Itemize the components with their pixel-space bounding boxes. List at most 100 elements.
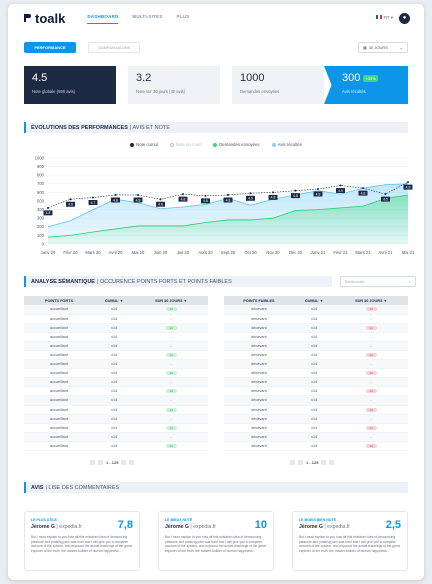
logo[interactable]: toalk (22, 11, 65, 26)
table-row: décevant x14 - (224, 414, 408, 424)
column-header[interactable]: SUR 30 JOURS ▼ (334, 296, 408, 305)
note-label-box (178, 196, 188, 202)
column-header[interactable]: CUMUL ▼ (293, 296, 335, 305)
comparaisons-button[interactable]: COMPARAISONS (88, 42, 140, 53)
table-row: accueillant x14 - (24, 432, 208, 442)
prev-page-icon[interactable] (290, 460, 295, 465)
review-source: | expedia.fr (56, 524, 82, 530)
next-icon[interactable] (321, 460, 327, 465)
kpi-value: 300 (342, 72, 361, 84)
trend-cell: x4 (134, 350, 208, 361)
legend-avis[interactable]: Avis récoltés (271, 142, 302, 147)
language-selector[interactable]: FR ▾ (376, 15, 393, 21)
note-point (362, 187, 364, 190)
prev-page-icon[interactable] (90, 460, 95, 465)
prev-icon[interactable] (98, 460, 103, 465)
x-tick-label: Janv 21 (311, 250, 326, 255)
count-cell: x14 (93, 441, 135, 452)
prev-icon[interactable] (298, 460, 303, 465)
review-card[interactable]: LE MIEUX NOTÉ Jérome G | expedia.fr 10 B… (158, 511, 274, 571)
trend-badge: x4 (165, 353, 177, 358)
count-cell: x14 (293, 395, 335, 406)
search-input[interactable]: Recherche ⌕ (340, 276, 416, 287)
nav-multi-sites[interactable]: MULTI-SITES (132, 14, 163, 19)
y-tick-label: 0 (42, 241, 45, 246)
review-score: 7,8 (117, 519, 133, 531)
trend-cell: x4 (134, 405, 208, 415)
table-row: décevant x14 - (224, 359, 408, 370)
note-data-label: 4.9 (406, 185, 411, 189)
term-cell: décevant (224, 377, 294, 388)
table-row: accueillant x14 - (24, 341, 208, 351)
points-faibles-table: POINTS FAIBLES CUMUL ▼ SUR 30 JOURS ▼ décev… (224, 296, 408, 452)
flag-fr-icon (376, 15, 383, 19)
note-label-box (381, 196, 390, 202)
count-cell: x14 (93, 323, 135, 333)
search-placeholder: Recherche (345, 279, 365, 284)
dot-icon (271, 142, 276, 147)
trend-cell: - (334, 359, 408, 370)
table-row: décevant x14 - (224, 341, 408, 351)
count-cell: x14 (293, 414, 335, 424)
note-point (294, 189, 297, 192)
trend-value: - (370, 316, 372, 321)
term-cell: décevant (224, 341, 294, 351)
trend-badge: x4 (365, 425, 377, 430)
note-point (92, 196, 94, 199)
trend-badge: x4 (365, 407, 377, 412)
period-select[interactable]: ▦ 30 JOURS ⌄ (358, 42, 408, 53)
table-row: accueillant x14 - (24, 377, 208, 388)
performance-button[interactable]: PERFORMANCE (24, 42, 76, 53)
trend-value: - (170, 362, 172, 367)
count-cell: x14 (93, 314, 135, 324)
count-cell: x14 (93, 305, 135, 315)
x-tick-label: Mars 21 (355, 250, 371, 255)
note-label-box (201, 198, 210, 204)
dashboard-card: toalk DASHBOARD MULTI-SITES PLUS FR ▾ ● … (8, 4, 424, 580)
note-data-label: 4.9 (248, 197, 253, 201)
last-page-icon[interactable] (329, 460, 335, 465)
table-row: accueillant x14 x4 (24, 323, 208, 333)
legend-demandes[interactable]: Demandes envoyées (213, 142, 260, 147)
table-row: accueillant x14 x4 (24, 386, 208, 397)
review-card[interactable]: LE PLUS UTILE Jérome G | expedia.fr 7,8 … (24, 511, 140, 571)
count-cell: x14 (293, 323, 335, 333)
note-label-box (66, 201, 75, 207)
nav-dashboard[interactable]: DASHBOARD (87, 14, 119, 24)
kpi-label: Note globale (596 avis) (32, 89, 76, 94)
trend-value: - (170, 334, 172, 339)
x-tick-label: Avril 21 (379, 250, 394, 255)
kpi-label: Demandes envoyées (240, 89, 280, 94)
legend-note-mois[interactable]: Note du mois (169, 142, 201, 147)
note-label-box (313, 191, 323, 197)
last-page-icon[interactable] (129, 460, 135, 465)
main-nav: DASHBOARD MULTI-SITES PLUS (87, 14, 190, 24)
trend-cell: x4 (334, 441, 408, 452)
review-source: | expedia.fr (324, 524, 350, 530)
term-cell: décevant (224, 414, 294, 424)
term-cell: accueillant (24, 432, 94, 442)
table-row: accueillant x14 x4 (24, 350, 208, 361)
legend-note-cumul[interactable]: Note cumul (130, 142, 158, 147)
table-row: décevant x14 x4 (224, 368, 408, 379)
column-header[interactable]: POINTS FAIBLES (224, 296, 294, 305)
kpi-label: Avis récoltés (342, 89, 366, 94)
avatar[interactable]: ● (399, 12, 410, 24)
nav-plus[interactable]: PLUS (176, 14, 190, 19)
term-cell: accueillant (24, 323, 94, 333)
next-icon[interactable] (121, 460, 127, 465)
note-data-label: 4.8 (136, 198, 141, 202)
column-header[interactable]: CUMUL ▼ (93, 296, 135, 305)
column-header[interactable]: SUR 30 JOURS ▼ (134, 296, 208, 305)
review-tag: LE MOINS BIEN NOTÉ (299, 518, 336, 522)
review-tag: LE MIEUX NOTÉ (165, 518, 193, 522)
trend-cell: - (334, 314, 408, 324)
column-header[interactable]: POINTS FORTS (24, 296, 94, 305)
pagination-forts: 1 - 125 (90, 460, 135, 465)
term-cell: décevant (224, 368, 294, 379)
chart-legend: Note cumul Note du mois Demandes envoyée… (8, 142, 424, 147)
y-tick-label: 600 (37, 190, 45, 195)
count-cell: x14 (293, 432, 335, 442)
y-tick-label: 200 (37, 224, 45, 229)
review-card[interactable]: LE MOINS BIEN NOTÉ Jérome G | expedia.fr… (292, 511, 408, 571)
